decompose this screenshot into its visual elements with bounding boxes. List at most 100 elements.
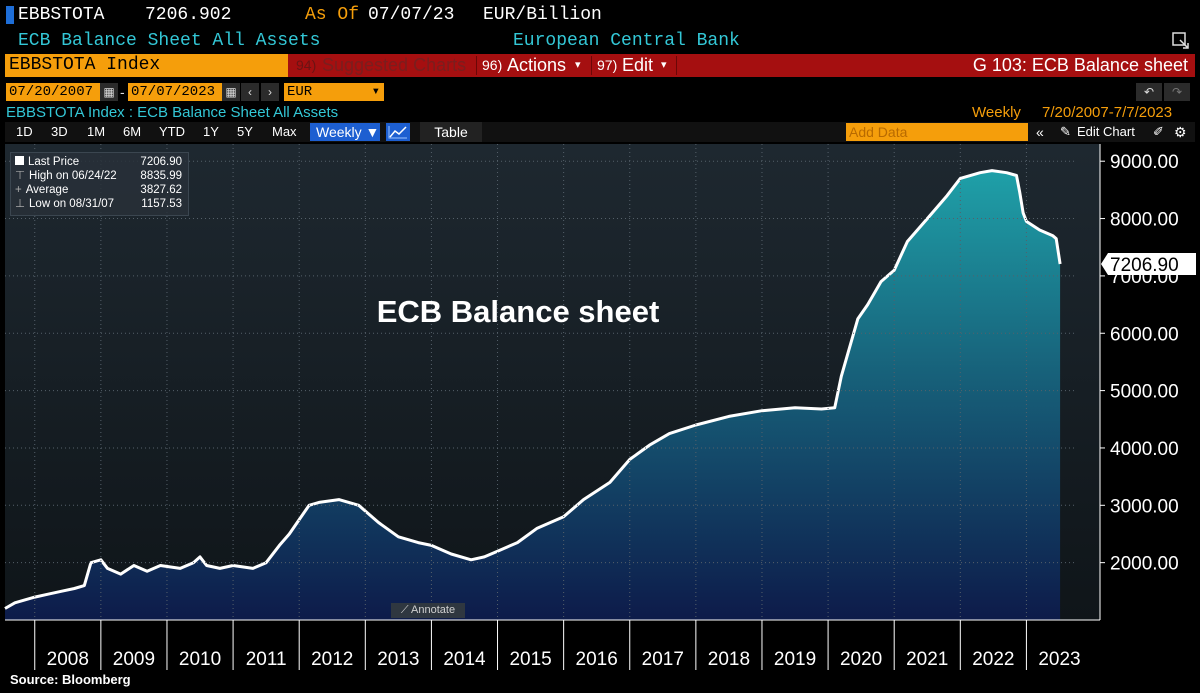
- series-title: EBBSTOTA Index : ECB Balance Sheet All A…: [6, 104, 339, 121]
- x-tick-label: 2009: [113, 649, 155, 670]
- command-toolbar: [5, 54, 1195, 77]
- frequency-dropdown[interactable]: Weekly ▼: [310, 123, 380, 141]
- edit-chart-button[interactable]: Edit Chart: [1077, 124, 1135, 139]
- y-tick-label: 9000.00: [1110, 152, 1179, 173]
- period-1m[interactable]: 1M: [87, 124, 106, 139]
- suggested-num: 94): [296, 57, 317, 73]
- start-date-input[interactable]: 07/20/2007: [6, 83, 100, 101]
- security-field[interactable]: EBBSTOTA Index: [5, 54, 288, 77]
- legend-average-label: Average: [25, 184, 69, 196]
- period-6m[interactable]: 6M: [123, 124, 142, 139]
- calendar-icon[interactable]: ▦: [222, 83, 240, 101]
- line-chart-icon[interactable]: [386, 123, 410, 141]
- popout-icon[interactable]: [1172, 32, 1190, 50]
- frequency-value: Weekly: [316, 124, 362, 140]
- legend-high-label: High on 06/24/22: [29, 170, 117, 182]
- legend-row-last: Last Price 7206.90: [15, 155, 185, 169]
- chart-legend: Last Price 7206.90 ⊤ High on 06/24/22 8835.…: [10, 152, 189, 216]
- date-separator: -: [120, 84, 125, 100]
- last-value-marker: [1101, 253, 1196, 276]
- legend-low-label: Low on 08/31/07: [29, 198, 115, 210]
- unit-label: EUR/Billion: [483, 5, 602, 25]
- toolbar-divider: [476, 56, 477, 75]
- period-ytd[interactable]: YTD: [159, 124, 185, 139]
- period-3d[interactable]: 3D: [51, 124, 68, 139]
- y-tick-label: 8000.00: [1110, 210, 1179, 231]
- chevron-down-icon: ▾: [371, 84, 380, 100]
- as-of-date: 07/07/23: [368, 5, 455, 25]
- chart-title: ECB Balance sheet: [377, 294, 660, 329]
- legend-swatch: [15, 156, 24, 165]
- actions-menu[interactable]: Actions: [507, 55, 567, 75]
- legend-row-high: ⊤ High on 06/24/22 8835.99: [15, 169, 185, 183]
- x-tick-label: 2021: [906, 649, 948, 670]
- chevron-right-icon[interactable]: ›: [261, 83, 279, 101]
- as-of-label: As Of: [305, 5, 360, 25]
- series-area: [5, 170, 1061, 620]
- chevron-down-icon[interactable]: ▾: [661, 59, 667, 71]
- legend-low-value: 1157.53: [141, 198, 182, 210]
- x-tick-label: 2014: [443, 649, 486, 670]
- high-marker-icon: ⊤: [15, 170, 26, 182]
- suggested-charts-button[interactable]: Suggested Charts: [322, 55, 467, 75]
- period-max[interactable]: Max: [272, 124, 297, 139]
- chevron-down-icon[interactable]: ▾: [575, 59, 581, 71]
- legend-high-value: 8835.99: [140, 170, 182, 182]
- calendar-icon[interactable]: ▦: [100, 83, 118, 101]
- y-tick-label: 4000.00: [1110, 439, 1179, 460]
- low-marker-icon: ⊥: [15, 198, 26, 210]
- x-tick-label: 2010: [179, 649, 221, 670]
- x-tick-label: 2017: [642, 649, 684, 670]
- y-tick-label: 5000.00: [1110, 382, 1179, 403]
- x-tick-label: 2012: [311, 649, 353, 670]
- x-tick-label: 2008: [47, 649, 89, 670]
- undo-icon[interactable]: ↶: [1136, 83, 1162, 101]
- edit-menu[interactable]: Edit: [622, 55, 654, 75]
- annotate-label: Annotate: [411, 604, 456, 616]
- x-tick-label: 2011: [246, 649, 287, 670]
- y-tick-label: 6000.00: [1110, 324, 1179, 345]
- last-value: 7206.902: [145, 5, 232, 25]
- period-1y[interactable]: 1Y: [203, 124, 219, 139]
- source-name: European Central Bank: [513, 31, 740, 51]
- annotate-button[interactable]: ⟋ Annotate: [391, 603, 465, 618]
- y-tick-label: 2000.00: [1110, 554, 1179, 575]
- ticker-marker: [6, 6, 14, 24]
- legend-row-average: + Average 3827.62: [15, 183, 185, 197]
- legend-last-label: Last Price: [28, 156, 80, 168]
- x-tick-label: 2023: [1038, 649, 1080, 670]
- x-tick-label: 2013: [377, 649, 419, 670]
- chevron-left-icon[interactable]: ‹: [241, 83, 259, 101]
- toolbar-divider: [591, 56, 592, 75]
- ticker: EBBSTOTA: [18, 5, 105, 25]
- page-title: G 103: ECB Balance sheet: [972, 55, 1188, 75]
- x-tick-label: 2016: [576, 649, 618, 670]
- toolbar-divider: [676, 56, 677, 75]
- series-description: ECB Balance Sheet All Assets: [18, 31, 321, 51]
- last-value-label: 7206.90: [1110, 255, 1179, 276]
- add-data-input[interactable]: Add Data: [846, 123, 1028, 141]
- collapse-icon[interactable]: «: [1036, 124, 1044, 140]
- end-date-input[interactable]: 07/07/2023: [128, 83, 222, 101]
- brush-icon[interactable]: ✐: [1153, 124, 1164, 139]
- redo-icon[interactable]: ↷: [1164, 83, 1190, 101]
- x-tick-label: 2018: [708, 649, 750, 670]
- gear-icon[interactable]: ⚙: [1174, 124, 1187, 140]
- period-1d[interactable]: 1D: [16, 124, 33, 139]
- average-marker-icon: +: [15, 184, 22, 196]
- currency-select[interactable]: EUR ▾: [284, 83, 384, 101]
- x-tick-label: 2019: [774, 649, 816, 670]
- edit-num: 97): [597, 57, 618, 73]
- x-tick-label: 2020: [840, 649, 882, 670]
- pencil-icon[interactable]: ✎: [1060, 124, 1071, 139]
- period-5y[interactable]: 5Y: [237, 124, 253, 139]
- series-line: [4, 169, 1062, 610]
- currency-value: EUR: [287, 84, 313, 100]
- source-note: Source: Bloomberg: [10, 672, 131, 687]
- x-tick-label: 2022: [972, 649, 1014, 670]
- table-button[interactable]: Table: [420, 122, 482, 142]
- x-tick-label: 2015: [509, 649, 551, 670]
- frequency-label: Weekly: [972, 104, 1021, 121]
- y-tick-label: 3000.00: [1110, 496, 1179, 517]
